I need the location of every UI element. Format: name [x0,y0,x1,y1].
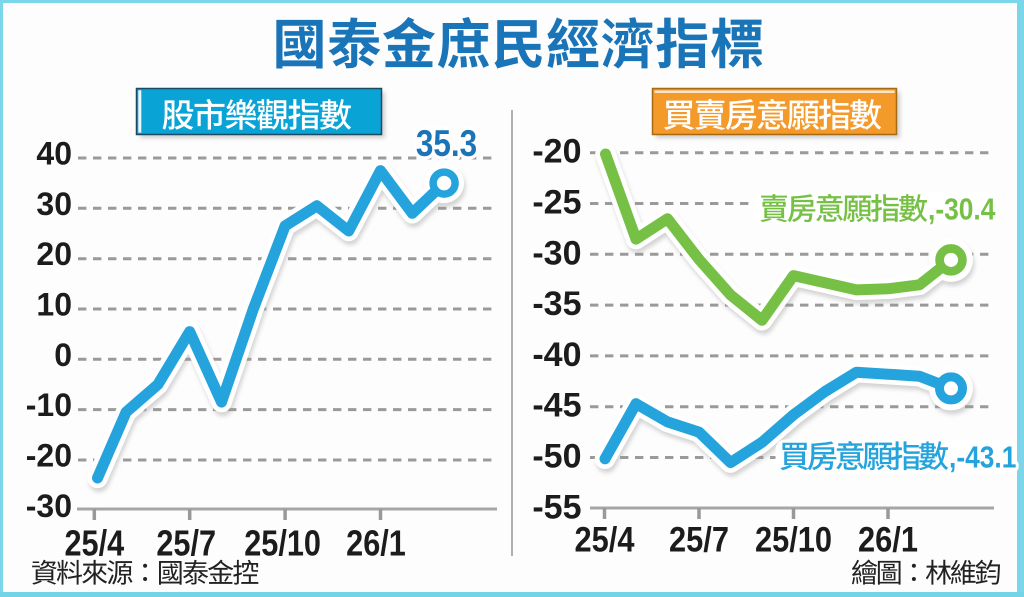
svg-text:-50: -50 [532,438,581,476]
svg-text:,-43.1: ,-43.1 [949,441,1016,475]
svg-text:25/10: 25/10 [755,520,832,559]
svg-text:25/10: 25/10 [244,523,321,564]
svg-text:-25: -25 [532,184,581,222]
svg-text:25/4: 25/4 [575,520,636,559]
svg-text:-20: -20 [532,133,581,171]
svg-text:-20: -20 [26,438,72,474]
svg-text:-10: -10 [26,387,72,423]
svg-text:20: 20 [36,236,72,272]
svg-text:,-30.4: ,-30.4 [928,193,995,227]
svg-text:,-43.1: ,-43.1 [949,441,1016,475]
svg-text:-55: -55 [532,488,581,526]
svg-text:-45: -45 [532,387,581,425]
svg-text:26/1: 26/1 [346,523,406,564]
svg-text:25/4: 25/4 [64,523,124,564]
svg-text:35.3: 35.3 [416,124,477,165]
svg-text:-30: -30 [532,234,581,272]
svg-text:40: 40 [36,136,72,172]
svg-text:0: 0 [54,337,72,373]
svg-text:30: 30 [36,186,72,222]
svg-text:35.3: 35.3 [416,124,477,165]
svg-text:10: 10 [36,287,72,323]
svg-text:25/7: 25/7 [156,523,216,564]
svg-text:26/1: 26/1 [858,520,918,559]
svg-text:-40: -40 [532,336,581,374]
svg-text:-30: -30 [26,488,72,524]
svg-text:25/7: 25/7 [669,520,729,559]
svg-text:-35: -35 [532,285,581,323]
svg-text:,-30.4: ,-30.4 [928,193,995,227]
